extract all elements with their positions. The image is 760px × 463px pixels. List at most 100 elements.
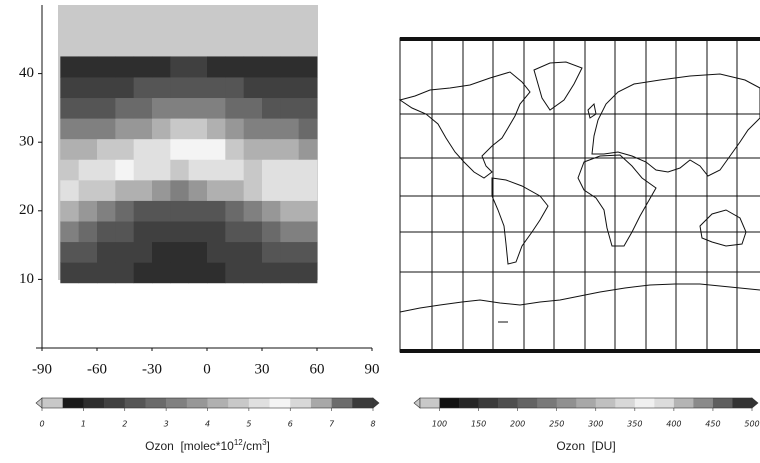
colorbar-tick-label: 4 — [205, 420, 210, 429]
colorbar-segment — [498, 398, 518, 408]
colorbar-segment — [654, 398, 675, 408]
contour-cell — [225, 138, 245, 160]
contour-cell — [243, 200, 263, 222]
colorbar-tick-label: 350 — [627, 420, 642, 429]
contour-cell — [243, 118, 263, 140]
contour-cell — [78, 200, 98, 222]
colorbar-tick-label: 400 — [666, 420, 681, 429]
contour-cell — [60, 77, 80, 99]
contour-cell — [152, 221, 171, 243]
contour-cell — [280, 97, 300, 119]
contour-cell — [280, 77, 300, 99]
contour-cell — [78, 77, 98, 99]
colorbar-segment — [290, 398, 312, 408]
contour-cell — [225, 221, 245, 243]
contour-cell — [170, 138, 190, 160]
contour-cell — [152, 118, 171, 140]
world-map — [398, 37, 760, 353]
contour-cell — [170, 262, 190, 284]
contour-cell — [243, 138, 263, 160]
contour-cell — [115, 241, 135, 263]
contour-cell — [133, 262, 153, 284]
contour-cell — [280, 118, 300, 140]
contour-cell — [60, 221, 80, 243]
contour-cell — [60, 179, 80, 201]
contour-cell — [262, 77, 281, 99]
colorbar-end — [751, 397, 759, 409]
contour-cell — [188, 97, 208, 119]
contour-cell — [78, 138, 98, 160]
contour-cell — [170, 97, 190, 119]
y-tick-label: 20 — [19, 202, 34, 218]
contour-cell — [97, 138, 116, 160]
contour-cell — [188, 77, 208, 99]
contour-cell — [188, 179, 208, 201]
contour-cell — [262, 97, 281, 119]
colorbar-end — [372, 397, 380, 409]
contour-cell — [152, 241, 171, 263]
colorbar-segment — [124, 398, 146, 408]
contour-cell — [170, 118, 190, 140]
colorbar-tick-label: 500 — [744, 420, 759, 429]
contour-cell — [133, 241, 153, 263]
colorbar-segment — [310, 398, 332, 408]
colorbar-tick-label: 450 — [705, 420, 720, 429]
contour-cell — [262, 262, 281, 284]
contour-cell — [188, 262, 208, 284]
colorbar-segment — [207, 398, 229, 408]
colorbar-tick-label: 300 — [588, 420, 603, 429]
contour-cell — [207, 200, 226, 222]
contour-cell — [152, 97, 171, 119]
contour-cell — [243, 159, 263, 181]
contour-cell — [152, 179, 171, 201]
contour-cell — [298, 97, 318, 119]
contour-cell — [225, 56, 245, 78]
contour-cell — [298, 241, 318, 263]
contour-cell — [78, 241, 98, 263]
contour-cell — [78, 159, 98, 181]
contour-cell — [280, 262, 300, 284]
colorbar-segment — [62, 398, 84, 408]
contour-cell — [225, 97, 245, 119]
colorbar-segment — [537, 398, 558, 408]
x-tick-label: -90 — [32, 361, 52, 377]
colorbar-tick-label: 3 — [164, 420, 169, 429]
contour-cell — [152, 262, 171, 284]
colorbar-end — [35, 397, 43, 409]
x-tick-label: 60 — [310, 361, 325, 377]
contour-cell — [207, 56, 226, 78]
contour-cell — [243, 241, 263, 263]
contour-cell — [280, 221, 300, 243]
colorbar-tick-label: 8 — [370, 420, 375, 429]
contour-cell — [152, 77, 171, 99]
colorbar-end — [413, 397, 421, 409]
contour-cell — [60, 241, 80, 263]
contour-cell — [225, 159, 245, 181]
contour-cell — [133, 97, 153, 119]
colorbar-tick-label: 6 — [288, 420, 293, 429]
colorbar-tick-label: 1 — [81, 420, 86, 429]
colorbar-tick-label: 7 — [329, 420, 335, 429]
contour-cell — [133, 221, 153, 243]
contour-cell — [78, 179, 98, 201]
contour-cell — [60, 118, 80, 140]
colorbar-label: Ozon [molec*1012/cm3] — [145, 438, 270, 454]
contour-cell — [152, 56, 171, 78]
contour-cell — [298, 179, 318, 201]
contour-cell — [225, 262, 245, 284]
colorbar-label: Ozon [DU] — [556, 439, 615, 453]
colorbar-tick-label: 0 — [39, 420, 44, 429]
contour-cell — [170, 241, 190, 263]
colorbar-segment — [459, 398, 479, 408]
contour-cell — [115, 138, 135, 160]
contour-cell — [133, 138, 153, 160]
contour-cell — [115, 200, 135, 222]
coastlines — [398, 61, 760, 323]
contour-cell — [262, 118, 281, 140]
contour-cell — [60, 262, 80, 284]
contour-cell — [262, 159, 281, 181]
contour-cell — [97, 221, 116, 243]
contour-cell — [298, 138, 318, 160]
contour-cell — [170, 56, 190, 78]
label-text: /cm — [243, 439, 262, 453]
